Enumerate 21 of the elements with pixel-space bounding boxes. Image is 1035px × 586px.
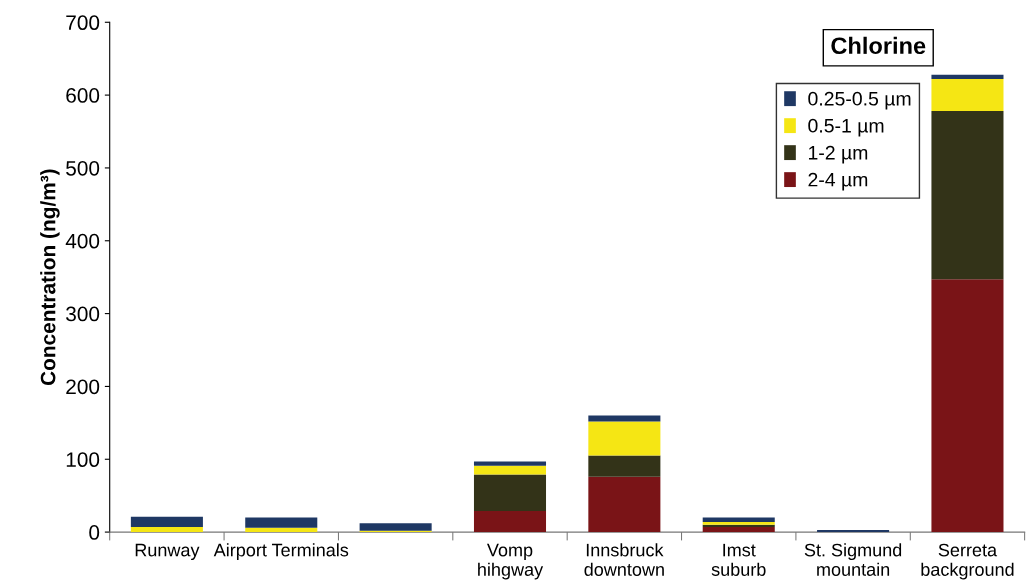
- y-tick-label: 300: [66, 306, 100, 322]
- legend-label: 2-4 µm: [808, 172, 868, 191]
- legend-label: 0.5-1 µm: [808, 118, 884, 137]
- y-tick-label: 100: [66, 452, 100, 468]
- y-tick-label: 500: [66, 160, 100, 176]
- y-tick-label: 200: [66, 379, 100, 395]
- y-tick-label: 600: [66, 88, 100, 103]
- x-tick-label: Runway: [135, 543, 200, 561]
- y-tick-label: 700: [66, 15, 100, 31]
- legend-label: 0.25-0.5 µm: [808, 91, 911, 110]
- y-axis-title: Concentration (ng/m³): [40, 169, 60, 386]
- legend-label: 1-2 µm: [808, 145, 868, 164]
- x-tick-label: Airport Terminals: [213, 543, 349, 561]
- x-tick-label: Serreta background: [921, 543, 1014, 580]
- chart-title: Chlorine: [831, 36, 926, 55]
- y-tick-label: 0: [89, 525, 100, 540]
- x-tick-label: Innsbruck downtown: [584, 543, 664, 576]
- y-tick-label: 400: [65, 233, 100, 249]
- x-tick-label: Vomp hihgway: [478, 543, 544, 580]
- x-tick-label: Imst suburb: [711, 543, 766, 576]
- x-tick-label: St. Sigmund mountain: [804, 543, 902, 576]
